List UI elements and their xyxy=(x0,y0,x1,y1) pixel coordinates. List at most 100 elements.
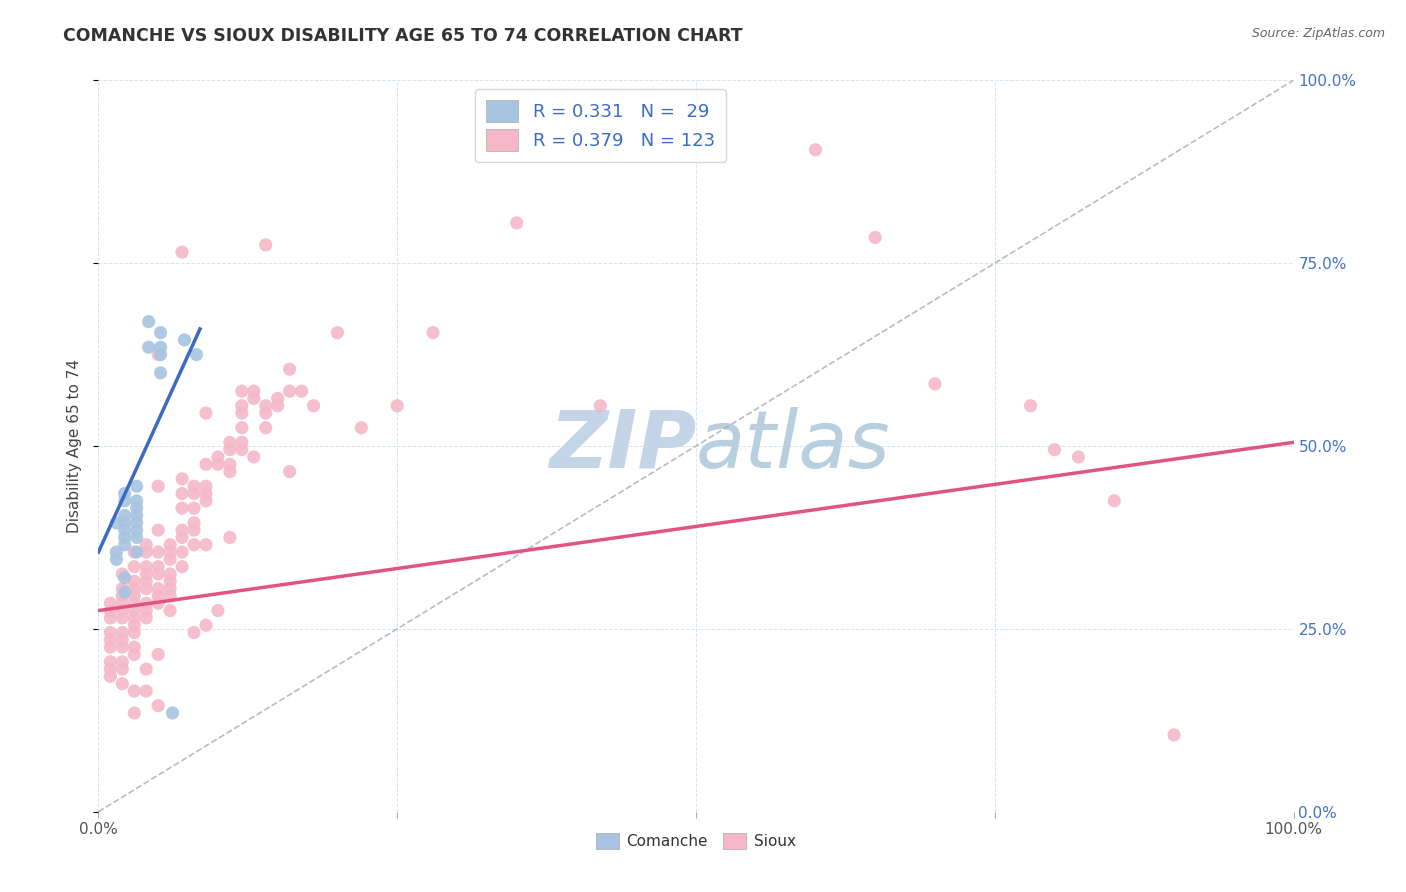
Point xyxy=(231,435,253,450)
Point xyxy=(207,450,229,464)
Point xyxy=(114,494,136,508)
Point xyxy=(149,347,172,362)
Point xyxy=(124,545,146,559)
Point xyxy=(148,582,170,596)
Point xyxy=(114,538,136,552)
Point xyxy=(207,457,229,471)
Point xyxy=(254,237,277,252)
Point xyxy=(159,574,181,589)
Point xyxy=(135,596,157,610)
Point xyxy=(111,655,134,669)
Point xyxy=(243,384,266,399)
Point xyxy=(111,662,134,676)
Point xyxy=(135,567,157,582)
Point xyxy=(114,530,136,544)
Point xyxy=(195,538,218,552)
Point xyxy=(149,326,172,340)
Point xyxy=(124,582,146,596)
Point xyxy=(231,442,253,457)
Point xyxy=(124,625,146,640)
Point xyxy=(219,530,242,544)
Point xyxy=(148,567,170,582)
Point xyxy=(138,340,160,354)
Point xyxy=(111,632,134,647)
Point xyxy=(98,632,122,647)
Point xyxy=(804,143,827,157)
Point xyxy=(98,669,122,683)
Point xyxy=(195,494,218,508)
Point xyxy=(98,662,122,676)
Point xyxy=(207,603,229,617)
Point xyxy=(159,567,181,582)
Point xyxy=(1019,399,1042,413)
Point xyxy=(159,589,181,603)
Point xyxy=(172,501,194,516)
Point xyxy=(506,216,529,230)
Point xyxy=(114,516,136,530)
Text: ZIP: ZIP xyxy=(548,407,696,485)
Point xyxy=(111,567,134,582)
Text: COMANCHE VS SIOUX DISABILITY AGE 65 TO 74 CORRELATION CHART: COMANCHE VS SIOUX DISABILITY AGE 65 TO 7… xyxy=(63,27,742,45)
Point xyxy=(124,706,146,720)
Point xyxy=(172,472,194,486)
Point xyxy=(172,523,194,537)
Point xyxy=(148,545,170,559)
Point xyxy=(148,648,170,662)
Point xyxy=(195,457,218,471)
Point xyxy=(124,618,146,632)
Point xyxy=(135,545,157,559)
Point xyxy=(219,465,242,479)
Point xyxy=(924,376,946,391)
Point xyxy=(183,538,205,552)
Point xyxy=(111,625,134,640)
Point xyxy=(162,706,184,720)
Point xyxy=(1104,494,1126,508)
Point xyxy=(589,399,612,413)
Point xyxy=(267,399,290,413)
Point xyxy=(114,508,136,523)
Point xyxy=(254,399,277,413)
Point xyxy=(159,603,181,617)
Point xyxy=(124,596,146,610)
Point xyxy=(105,552,128,566)
Point xyxy=(1043,442,1066,457)
Point xyxy=(135,574,157,589)
Point xyxy=(254,406,277,420)
Point xyxy=(124,559,146,574)
Point xyxy=(114,571,136,585)
Point xyxy=(148,698,170,713)
Point xyxy=(125,508,148,523)
Point xyxy=(135,662,157,676)
Point xyxy=(125,523,148,537)
Point xyxy=(219,457,242,471)
Point xyxy=(148,523,170,537)
Point xyxy=(231,421,253,435)
Point xyxy=(267,392,290,406)
Point xyxy=(124,611,146,625)
Point xyxy=(98,596,122,610)
Point xyxy=(219,435,242,450)
Point xyxy=(195,486,218,500)
Point xyxy=(105,545,128,559)
Point xyxy=(172,559,194,574)
Point xyxy=(114,523,136,537)
Point xyxy=(385,399,409,413)
Point xyxy=(124,574,146,589)
Point xyxy=(125,530,148,544)
Point xyxy=(865,230,887,244)
Point xyxy=(111,640,134,655)
Point xyxy=(98,640,122,655)
Point xyxy=(135,684,157,698)
Point xyxy=(149,366,172,380)
Point xyxy=(172,245,194,260)
Point xyxy=(183,486,205,500)
Point xyxy=(111,596,134,610)
Point xyxy=(195,618,218,632)
Text: atlas: atlas xyxy=(696,407,891,485)
Point xyxy=(231,399,253,413)
Text: Source: ZipAtlas.com: Source: ZipAtlas.com xyxy=(1251,27,1385,40)
Point xyxy=(114,486,136,500)
Point xyxy=(148,479,170,493)
Point xyxy=(114,585,136,599)
Point xyxy=(278,362,301,376)
